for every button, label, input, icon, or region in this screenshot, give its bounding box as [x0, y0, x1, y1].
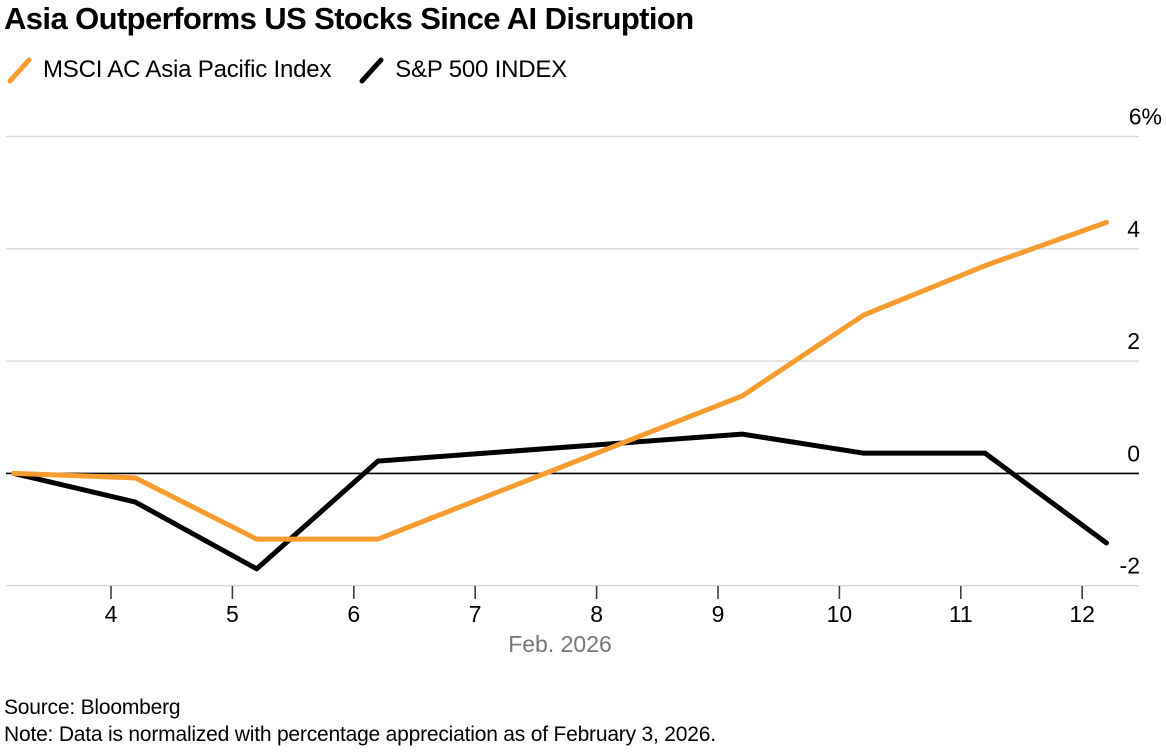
- orange-slash-icon: [7, 57, 32, 84]
- x-axis-label: Feb. 2026: [508, 631, 612, 657]
- x-tick-label: 4: [105, 601, 118, 627]
- chart-legend: MSCI AC Asia Pacific Index S&P 500 INDEX: [7, 53, 567, 87]
- series-line-msci-ac-asia-pacific-index: [11, 219, 1109, 542]
- black-slash-icon: [359, 57, 384, 84]
- x-tick-label: 11: [949, 601, 973, 627]
- x-tick-label: 10: [827, 601, 853, 627]
- legend-item-msci: MSCI AC Asia Pacific Index: [7, 55, 331, 85]
- legend-label-sp500: S&P 500 INDEX: [395, 56, 567, 83]
- x-tick-label: 7: [469, 601, 482, 627]
- line-chart: 4 5 6 7 8 9 10 11 12 6% 4 2 0 -2 Feb. 2026: [6, 104, 1162, 657]
- series-line-s-p-500-index: [11, 431, 1109, 572]
- x-tick-label: 6: [347, 601, 360, 627]
- legend-item-sp500: S&P 500 INDEX: [359, 55, 567, 85]
- note-text: Note: Data is normalized with percentage…: [4, 723, 716, 746]
- chart-footer: Source: Bloomberg Note: Data is normaliz…: [4, 694, 716, 748]
- chart-title: Asia Outperforms US Stocks Since AI Disr…: [4, 1, 694, 36]
- y-tick-label: 4: [1127, 216, 1140, 242]
- y-tick-label: -2: [1120, 553, 1140, 579]
- legend-label-msci: MSCI AC Asia Pacific Index: [43, 56, 332, 83]
- x-tick-label: 9: [712, 601, 725, 627]
- x-tick-label: 8: [590, 601, 603, 627]
- x-tick-label: 5: [226, 601, 239, 627]
- source-text: Source: Bloomberg: [4, 696, 181, 719]
- y-tick-label: 0: [1127, 440, 1140, 466]
- y-tick-label: 6%: [1129, 104, 1162, 130]
- y-tick-label: 2: [1127, 328, 1140, 354]
- x-tick-label: 12: [1069, 601, 1095, 627]
